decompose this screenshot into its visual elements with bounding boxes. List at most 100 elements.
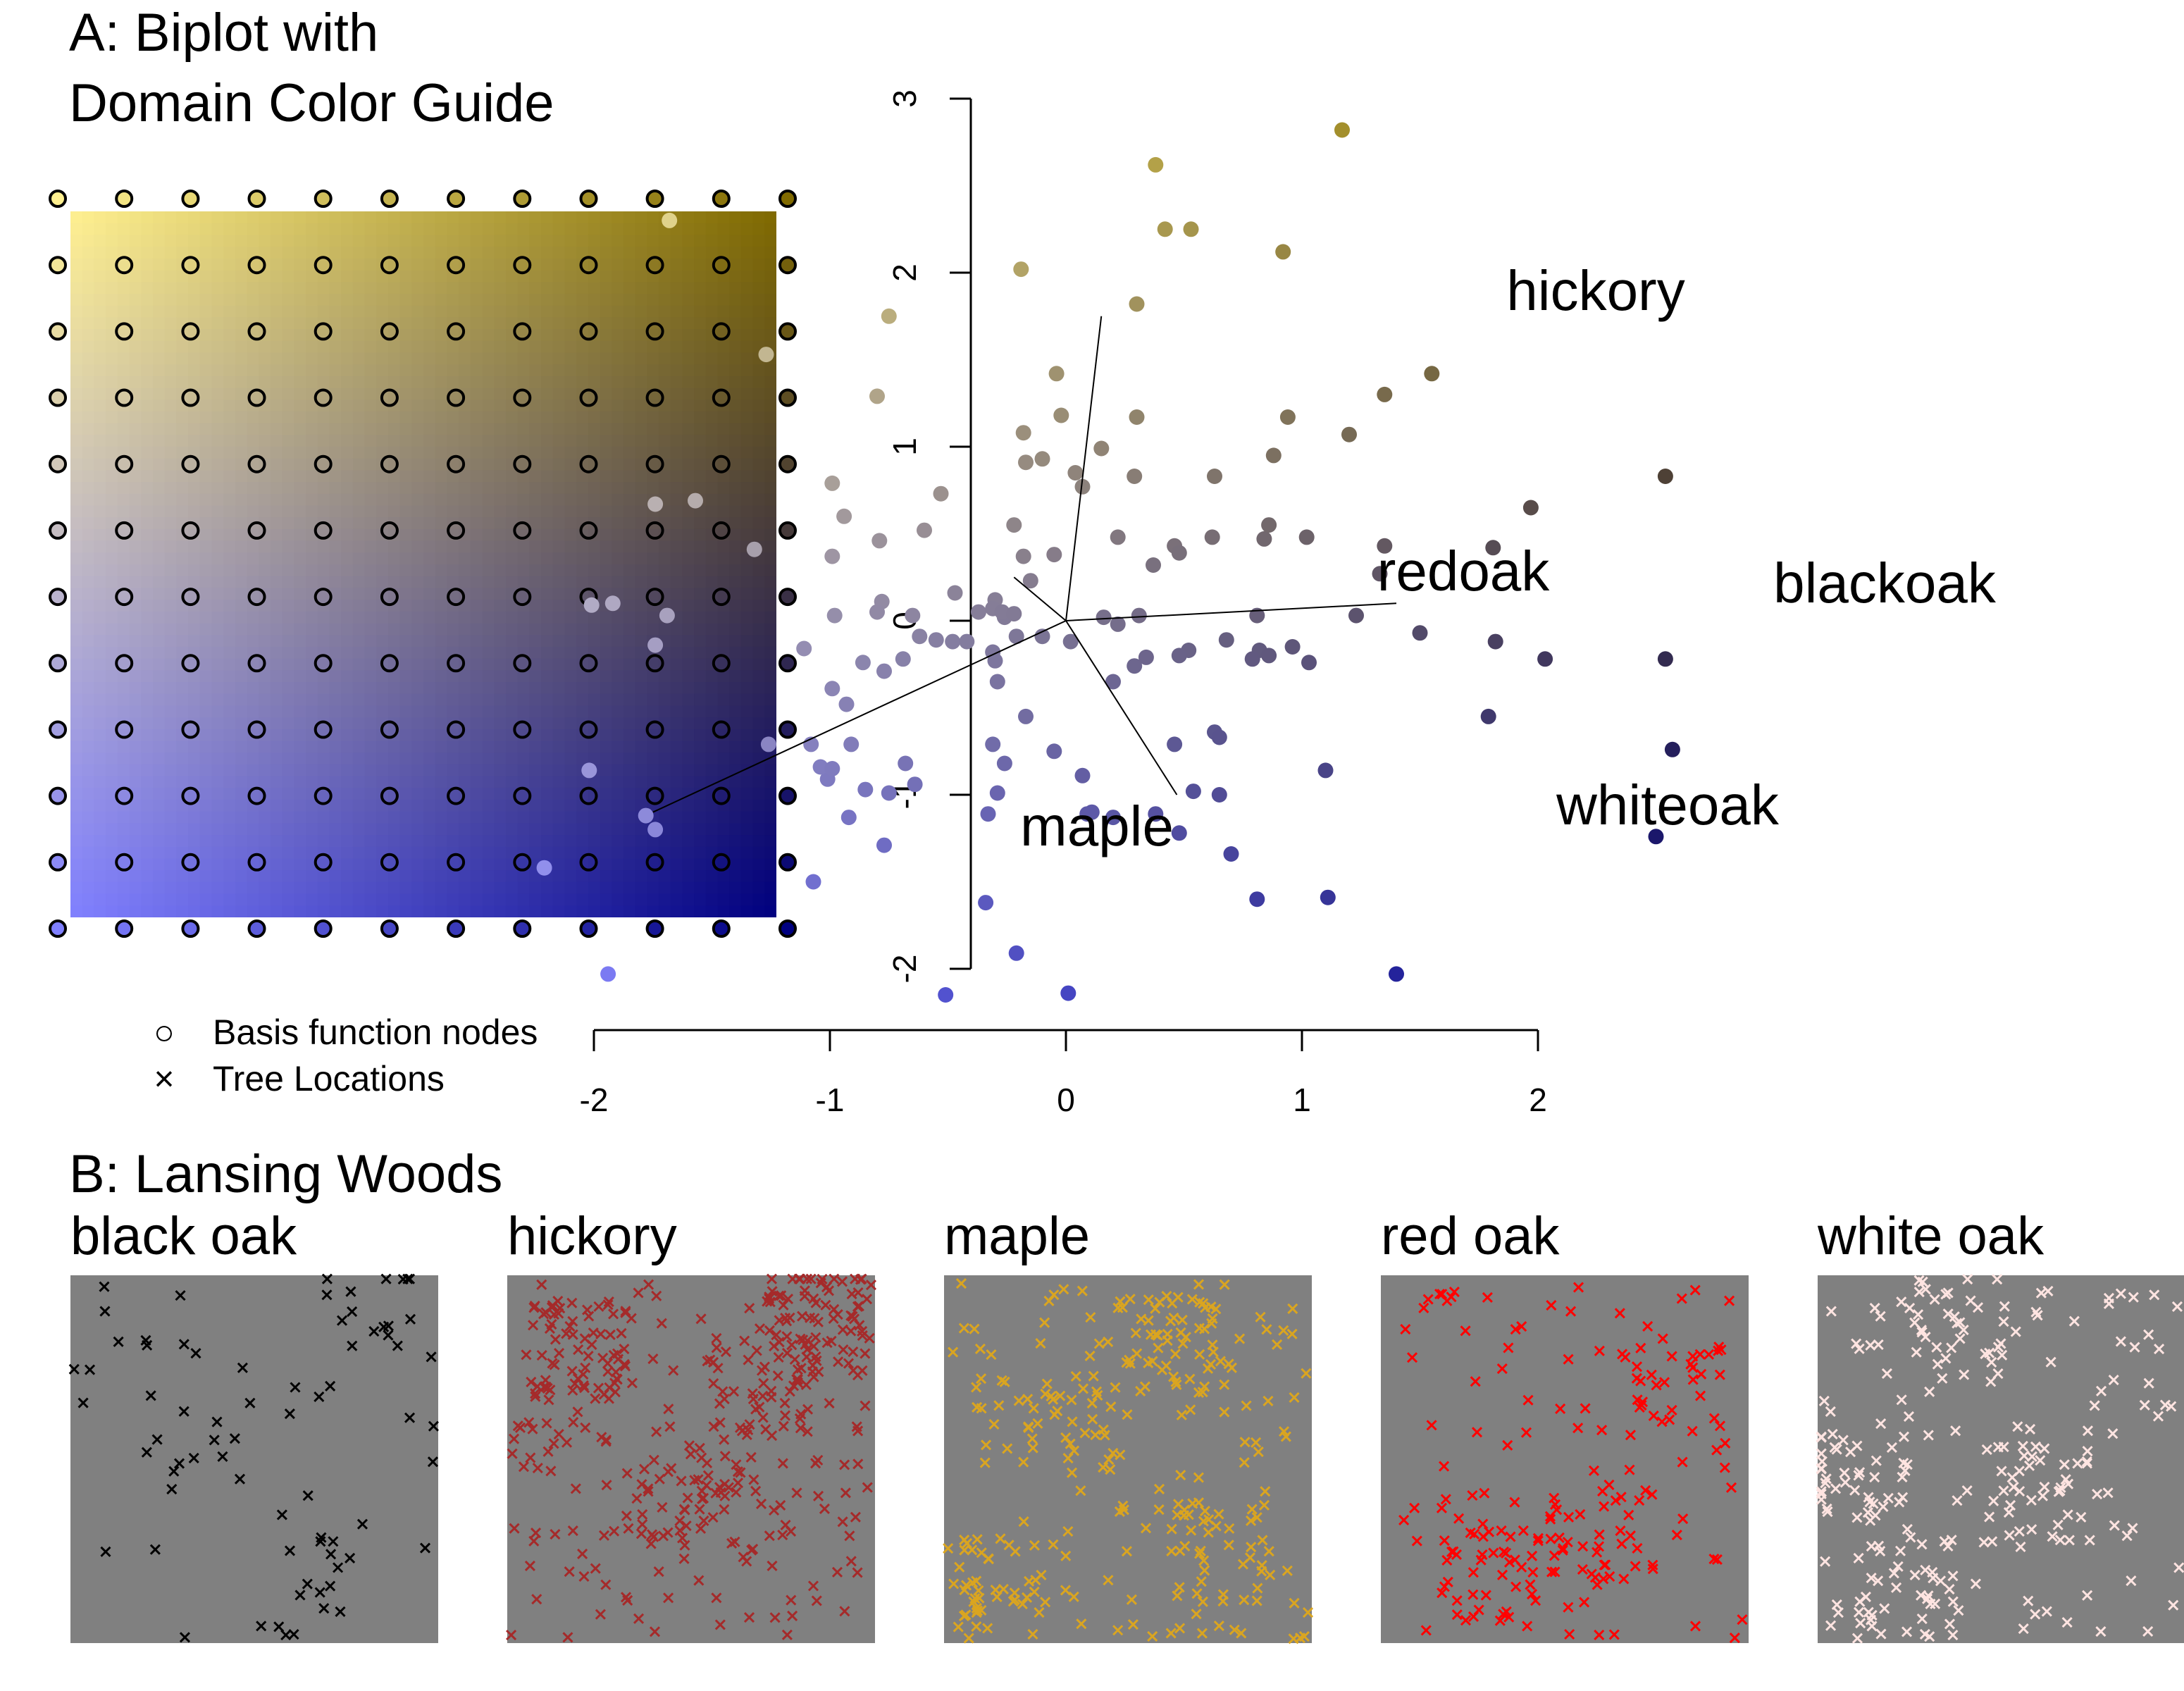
- color-cell: [282, 600, 295, 612]
- color-cell: [494, 482, 507, 495]
- color-cell: [141, 423, 154, 436]
- color-cell: [635, 258, 648, 271]
- tree-location: [757, 1390, 769, 1401]
- tree-location: [1903, 1411, 1915, 1423]
- color-cell: [435, 858, 448, 871]
- tree-location: [1170, 1376, 1181, 1387]
- color-cell: [494, 540, 507, 554]
- tree-location: [838, 1344, 849, 1356]
- color-cell: [270, 305, 283, 318]
- tree-location: [1544, 1511, 1556, 1522]
- color-cell: [705, 493, 719, 507]
- color-cell: [635, 788, 648, 800]
- basis-node: [579, 322, 598, 341]
- color-cell: [152, 600, 166, 612]
- color-cell: [647, 764, 659, 777]
- color-cell: [223, 435, 236, 447]
- tree-location: [707, 1356, 719, 1368]
- color-cell: [447, 411, 459, 424]
- color-cell: [470, 835, 483, 848]
- tree-location: [1200, 1302, 1211, 1313]
- color-cell: [694, 705, 707, 718]
- color-cell: [82, 611, 95, 624]
- color-cell: [459, 223, 471, 236]
- basis-node: [247, 388, 266, 407]
- color-cell: [600, 399, 612, 412]
- color-cell: [623, 411, 636, 424]
- color-cell: [670, 788, 683, 800]
- y-tick-label: -2: [886, 955, 923, 984]
- tree-location: [586, 1339, 597, 1350]
- color-cell: [717, 423, 730, 436]
- color-cell: [376, 623, 389, 636]
- color-cell: [94, 293, 106, 306]
- color-cell: [635, 364, 648, 377]
- color-cell: [82, 458, 95, 471]
- color-cell: [235, 211, 248, 224]
- color-cell: [459, 435, 471, 447]
- color-cell: [411, 576, 424, 589]
- basis-node-grid: [49, 190, 797, 938]
- color-cell: [612, 470, 624, 483]
- color-cell: [411, 788, 424, 800]
- color-cell: [352, 258, 366, 271]
- color-cell: [364, 823, 377, 836]
- color-cell: [447, 540, 459, 554]
- color-cell: [682, 764, 695, 777]
- color-cell: [317, 611, 330, 624]
- color-cell: [82, 411, 95, 424]
- color-cell: [600, 388, 612, 400]
- color-cell: [682, 705, 695, 718]
- color-cell: [94, 623, 106, 636]
- color-cell: [341, 646, 354, 659]
- color-cell: [141, 282, 154, 295]
- color-cell: [399, 423, 413, 436]
- tree-location: [787, 1610, 798, 1621]
- color-cell: [588, 670, 601, 683]
- color-cell: [376, 340, 389, 354]
- color-cell: [106, 552, 118, 565]
- tree-location: [800, 1379, 812, 1390]
- color-cell: [576, 741, 589, 753]
- color-cell: [129, 881, 142, 895]
- tree-location: [1714, 1369, 1725, 1380]
- color-cell: [552, 576, 566, 589]
- color-cell: [106, 764, 118, 777]
- tree-location: [523, 1417, 535, 1428]
- color-cell: [188, 423, 201, 436]
- biplot-point: [1185, 783, 1201, 800]
- basis-node: [513, 521, 532, 540]
- tree-location: [601, 1480, 612, 1491]
- color-cell: [329, 776, 342, 789]
- tree-location: [695, 1313, 707, 1325]
- basis-node: [645, 322, 664, 341]
- color-cell: [423, 905, 436, 917]
- color-cell: [564, 364, 577, 377]
- tree-location: [564, 1566, 575, 1578]
- color-cell: [70, 411, 83, 424]
- tree-location: [419, 1542, 431, 1554]
- color-cell: [364, 552, 377, 565]
- color-cell: [341, 776, 354, 789]
- tree-location: [1878, 1501, 1889, 1513]
- color-cell: [152, 329, 166, 342]
- color-cell: [694, 823, 707, 836]
- color-cell: [529, 411, 542, 424]
- color-cell: [352, 317, 366, 330]
- color-cell: [270, 317, 283, 330]
- color-cell: [329, 482, 342, 495]
- color-cell: [341, 293, 354, 306]
- color-cell: [576, 611, 589, 624]
- color-cell: [329, 564, 342, 577]
- color-cell: [141, 635, 154, 648]
- tree-location: [852, 1301, 864, 1313]
- color-cell: [623, 317, 636, 330]
- color-cell: [259, 729, 271, 742]
- color-cell: [94, 576, 106, 589]
- color-cell: [259, 705, 271, 718]
- color-cell: [376, 317, 389, 330]
- color-cell: [387, 552, 401, 565]
- color-cell: [141, 576, 154, 589]
- basis-node: [380, 786, 399, 805]
- color-cell: [482, 493, 495, 507]
